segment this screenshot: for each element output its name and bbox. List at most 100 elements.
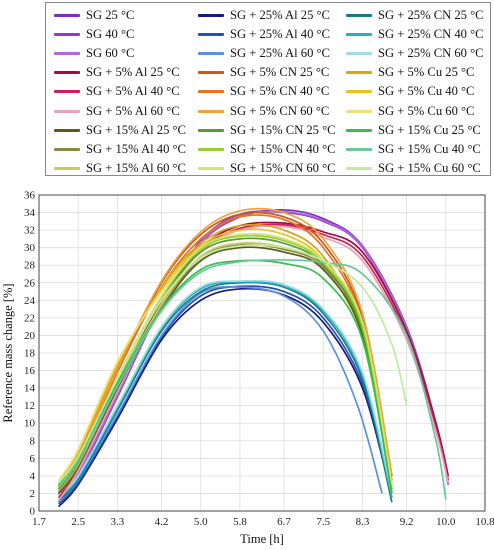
- series-line-sg-25pct-cn-25-c: [57, 281, 393, 503]
- x-axis-title: Time [h]: [240, 532, 284, 546]
- legend-item-sg-15pct-al-60-c: SG + 15% Al 60 °C: [54, 159, 186, 179]
- series-lines: [57, 207, 450, 508]
- legend-item-sg-5pct-al-60-c: SG + 5% Al 60 °C: [54, 101, 180, 121]
- legend-label: SG + 15% Al 40 °C: [86, 141, 186, 156]
- series-line-sg-5pct-cn-60-c: [57, 207, 393, 487]
- legend-label: SG + 5% Cu 40 °C: [378, 84, 475, 99]
- series-line-sg-15pct-cu-40-c: [57, 259, 447, 500]
- legend-swatch: [54, 90, 80, 94]
- legend-label: SG + 15% Al 25 °C: [86, 122, 186, 137]
- legend-swatch: [346, 167, 372, 171]
- y-tick-label: 16: [24, 365, 36, 377]
- legend-label: SG + 15% CN 25 °C: [230, 122, 336, 137]
- legend-item-sg-5pct-cu-60-c: SG + 5% Cu 60 °C: [346, 101, 474, 121]
- x-tick-label: 4.2: [155, 516, 169, 528]
- legend-item-sg-15pct-cn-60-c: SG + 15% CN 60 °C: [198, 159, 336, 179]
- y-tick-label: 8: [30, 435, 36, 447]
- legend-swatch: [54, 147, 80, 151]
- x-tick-label: 1.7: [32, 516, 46, 528]
- y-tick-label: 36: [24, 190, 36, 202]
- legend-swatch: [346, 51, 372, 55]
- series-line-sg-15pct-cu-25-c: [57, 259, 393, 494]
- y-tick-label: 22: [24, 312, 35, 324]
- legend-item-sg-25pct-cn-60-c: SG + 25% CN 60 °C: [346, 43, 484, 63]
- legend-label: SG + 5% Al 25 °C: [86, 65, 180, 80]
- legend-item-sg-5pct-cu-40-c: SG + 5% Cu 40 °C: [346, 82, 474, 102]
- x-tick-label: 10.8: [475, 516, 494, 528]
- legend-label: SG + 5% Cu 25 °C: [378, 65, 475, 80]
- legend-label: SG + 5% Cu 60 °C: [378, 103, 475, 118]
- series-line-sg-15pct-cn-60-c: [57, 233, 393, 487]
- y-tick-label: 4: [30, 470, 36, 482]
- legend-item-sg-15pct-al-40-c: SG + 15% Al 40 °C: [54, 139, 186, 159]
- legend-swatch: [198, 147, 224, 151]
- legend-item-sg-15pct-cn-25-c: SG + 15% CN 25 °C: [198, 120, 336, 140]
- line-chart: 1.7 2.5 3.3 4.2 5.0 5.8 6.7 7.5 8.3 9.2 10.0 10.8 0…: [1, 190, 494, 547]
- legend-swatch: [346, 71, 372, 75]
- y-tick-label: 24: [24, 295, 36, 307]
- legend-label: SG + 5% CN 60 °C: [230, 103, 330, 118]
- legend-swatch: [346, 147, 372, 151]
- legend-label: SG + 5% CN 25 °C: [230, 65, 330, 80]
- legend-label: SG + 25% Al 25 °C: [230, 7, 330, 22]
- legend-label: SG 60 °C: [86, 45, 135, 60]
- y-tick-label: 10: [24, 418, 36, 430]
- legend-label: SG + 25% CN 40 °C: [378, 26, 484, 41]
- legend: SG 25 °C SG 40 °C SG 60 °C SG + 25% Al 25 °…: [45, 2, 491, 176]
- legend-label: SG + 15% CN 60 °C: [230, 161, 336, 176]
- legend-item-sg-40-c: SG 40 °C: [54, 24, 134, 44]
- legend-swatch: [198, 71, 224, 75]
- series-line-sg-25pct-al-60-c: [57, 285, 383, 503]
- legend-item-sg-25pct-cn-40-c: SG + 25% CN 40 °C: [346, 24, 484, 44]
- legend-item-sg-5pct-cn-25-c: SG + 5% CN 25 °C: [198, 63, 329, 83]
- legend-label: SG + 25% CN 25 °C: [378, 7, 484, 22]
- legend-swatch: [346, 90, 372, 94]
- legend-swatch: [346, 13, 372, 17]
- legend-swatch: [54, 51, 80, 55]
- legend-item-sg-5pct-cn-60-c: SG + 5% CN 60 °C: [198, 101, 329, 121]
- series-line-sg-15pct-cu-60-c: [57, 244, 408, 484]
- legend-item-sg-15pct-cu-60-c: SG + 15% Cu 60 °C: [346, 159, 481, 179]
- x-axis-ticks: 1.7 2.5 3.3 4.2 5.0 5.8 6.7 7.5 8.3 9.2 10.0 10.8: [32, 516, 494, 528]
- y-tick-label: 12: [24, 400, 35, 412]
- series-line-sg-25pct-al-40-c: [57, 285, 393, 505]
- legend-label: SG + 15% Cu 40 °C: [378, 141, 481, 156]
- legend-label: SG + 25% CN 60 °C: [378, 45, 484, 60]
- legend-label: SG + 5% CN 40 °C: [230, 84, 330, 99]
- x-tick-label: 2.5: [71, 516, 85, 528]
- legend-swatch: [54, 13, 80, 17]
- y-tick-label: 14: [24, 383, 36, 395]
- series-line-sg-25pct-cn-60-c: [58, 279, 393, 496]
- legend-item-sg-15pct-al-25-c: SG + 15% Al 25 °C: [54, 120, 186, 140]
- legend-swatch: [198, 90, 224, 94]
- legend-label: SG + 25% Al 60 °C: [230, 45, 330, 60]
- y-tick-label: 28: [24, 260, 36, 272]
- y-tick-label: 34: [24, 207, 36, 219]
- x-tick-label: 8.3: [356, 516, 370, 528]
- legend-swatch: [198, 13, 224, 17]
- series-line-sg-5pct-cn-25-c: [57, 211, 393, 490]
- legend-item-sg-15pct-cn-40-c: SG + 15% CN 40 °C: [198, 139, 336, 159]
- x-tick-label: 7.5: [316, 516, 330, 528]
- legend-label: SG + 15% Al 60 °C: [86, 161, 186, 176]
- legend-swatch: [198, 32, 224, 36]
- legend-item-sg-60-c: SG 60 °C: [54, 43, 134, 63]
- legend-label: SG + 5% Al 60 °C: [86, 103, 180, 118]
- legend-item-sg-25pct-al-60-c: SG + 25% Al 60 °C: [198, 43, 330, 63]
- y-tick-label: 30: [24, 242, 36, 254]
- y-axis-title: Reference mass change [%]: [1, 283, 15, 422]
- x-tick-label: 5.8: [233, 516, 247, 528]
- legend-item-sg-5pct-al-40-c: SG + 5% Al 40 °C: [54, 82, 180, 102]
- legend-swatch: [198, 51, 224, 55]
- legend-swatch: [198, 128, 224, 132]
- legend-label: SG 40 °C: [86, 26, 135, 41]
- legend-swatch: [346, 32, 372, 36]
- x-tick-label: 10.0: [436, 516, 456, 528]
- legend-label: SG 25 °C: [86, 7, 135, 22]
- legend-item-sg-25pct-cn-25-c: SG + 25% CN 25 °C: [346, 5, 484, 25]
- legend-item-sg-5pct-al-25-c: SG + 5% Al 25 °C: [54, 63, 180, 83]
- x-tick-label: 5.0: [194, 516, 208, 528]
- legend-swatch: [54, 109, 80, 113]
- x-tick-label: 3.3: [111, 516, 125, 528]
- series-line-sg-5pct-al-60-c: [57, 225, 450, 501]
